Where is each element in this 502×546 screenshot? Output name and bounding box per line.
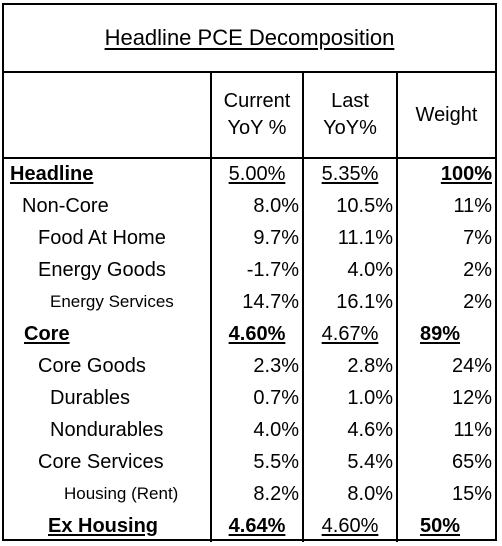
row-current: 4.0% xyxy=(210,414,303,446)
table-row-durables: Durables 0.7% 1.0% 12% xyxy=(4,382,495,414)
row-last: 4.60% xyxy=(321,514,379,537)
table-row-nondurables: Nondurables 4.0% 4.6% 11% xyxy=(4,414,495,446)
row-label: Headline xyxy=(10,163,94,185)
row-current: 4.64% xyxy=(228,514,286,537)
row-last: 4.67% xyxy=(321,322,379,345)
row-current: 8.2% xyxy=(210,478,303,510)
table-row-food-at-home: Food At Home 9.7% 11.1% 7% xyxy=(4,222,495,254)
table-row-headline: Headline 5.00% 5.35% 100% xyxy=(4,158,495,190)
row-current: 8.0% xyxy=(210,190,303,222)
header-blank xyxy=(4,73,211,159)
row-last: 10.5% xyxy=(302,190,397,222)
row-weight: 2% xyxy=(396,254,495,286)
row-last: 8.0% xyxy=(302,478,397,510)
row-current: 4.60% xyxy=(228,322,286,345)
table-row-energy-goods: Energy Goods -1.7% 4.0% 2% xyxy=(4,254,495,286)
row-label: Non-Core xyxy=(22,194,109,217)
row-last: 1.0% xyxy=(302,382,397,414)
table-row-core: Core 4.60% 4.67% 89% xyxy=(4,318,495,350)
table-row-energy-services: Energy Services 14.7% 16.1% 2% xyxy=(4,286,495,318)
row-current: 0.7% xyxy=(210,382,303,414)
row-label: Food At Home xyxy=(38,226,166,249)
row-last: 16.1% xyxy=(302,286,397,318)
row-label: Core Services xyxy=(38,450,164,473)
row-last: 4.0% xyxy=(302,254,397,286)
row-last: 4.6% xyxy=(302,414,397,446)
row-last: 2.8% xyxy=(302,350,397,382)
row-last: 5.4% xyxy=(302,446,397,478)
row-weight: 65% xyxy=(396,446,495,478)
row-label: Nondurables xyxy=(50,418,164,441)
row-current: 5.00% xyxy=(228,163,286,185)
row-current: 5.5% xyxy=(210,446,303,478)
header-row: Current YoY % Last YoY% Weight xyxy=(4,73,495,159)
row-weight: 12% xyxy=(396,382,495,414)
row-weight: 15% xyxy=(396,478,495,510)
row-weight: 24% xyxy=(396,350,495,382)
row-current: 2.3% xyxy=(210,350,303,382)
header-weight: Weight xyxy=(396,73,495,159)
row-label: Core xyxy=(24,322,70,345)
pce-table-card: Headline PCE Decomposition Current YoY %… xyxy=(2,3,497,542)
row-last: 11.1% xyxy=(302,222,397,254)
pce-decomposition-table: Current YoY % Last YoY% Weight Headline … xyxy=(4,73,495,542)
table-row-core-goods: Core Goods 2.3% 2.8% 24% xyxy=(4,350,495,382)
table-title: Headline PCE Decomposition xyxy=(4,5,495,73)
header-current-yoy: Current YoY % xyxy=(210,73,303,159)
row-label: Durables xyxy=(50,386,131,409)
row-weight: 50% xyxy=(420,514,461,537)
row-weight: 11% xyxy=(396,414,495,446)
row-weight: 100% xyxy=(440,163,492,185)
table-row-core-services: Core Services 5.5% 5.4% 65% xyxy=(4,446,495,478)
header-last-yoy: Last YoY% xyxy=(302,73,397,159)
row-current: 14.7% xyxy=(210,286,303,318)
row-label: Housing (Rent) xyxy=(64,484,179,503)
row-label: Energy Services xyxy=(50,292,174,311)
row-weight: 11% xyxy=(396,190,495,222)
row-label: Energy Goods xyxy=(38,258,166,281)
row-current: -1.7% xyxy=(210,254,303,286)
row-current: 9.7% xyxy=(210,222,303,254)
table-row-housing-rent: Housing (Rent) 8.2% 8.0% 15% xyxy=(4,478,495,510)
row-weight: 7% xyxy=(396,222,495,254)
row-weight: 89% xyxy=(420,322,461,345)
row-last: 5.35% xyxy=(321,163,379,185)
table-row-ex-housing: Ex Housing 4.64% 4.60% 50% xyxy=(4,510,495,542)
row-weight: 2% xyxy=(396,286,495,318)
row-label: Core Goods xyxy=(38,354,146,377)
row-label: Ex Housing xyxy=(48,514,159,537)
table-row-non-core: Non-Core 8.0% 10.5% 11% xyxy=(4,190,495,222)
